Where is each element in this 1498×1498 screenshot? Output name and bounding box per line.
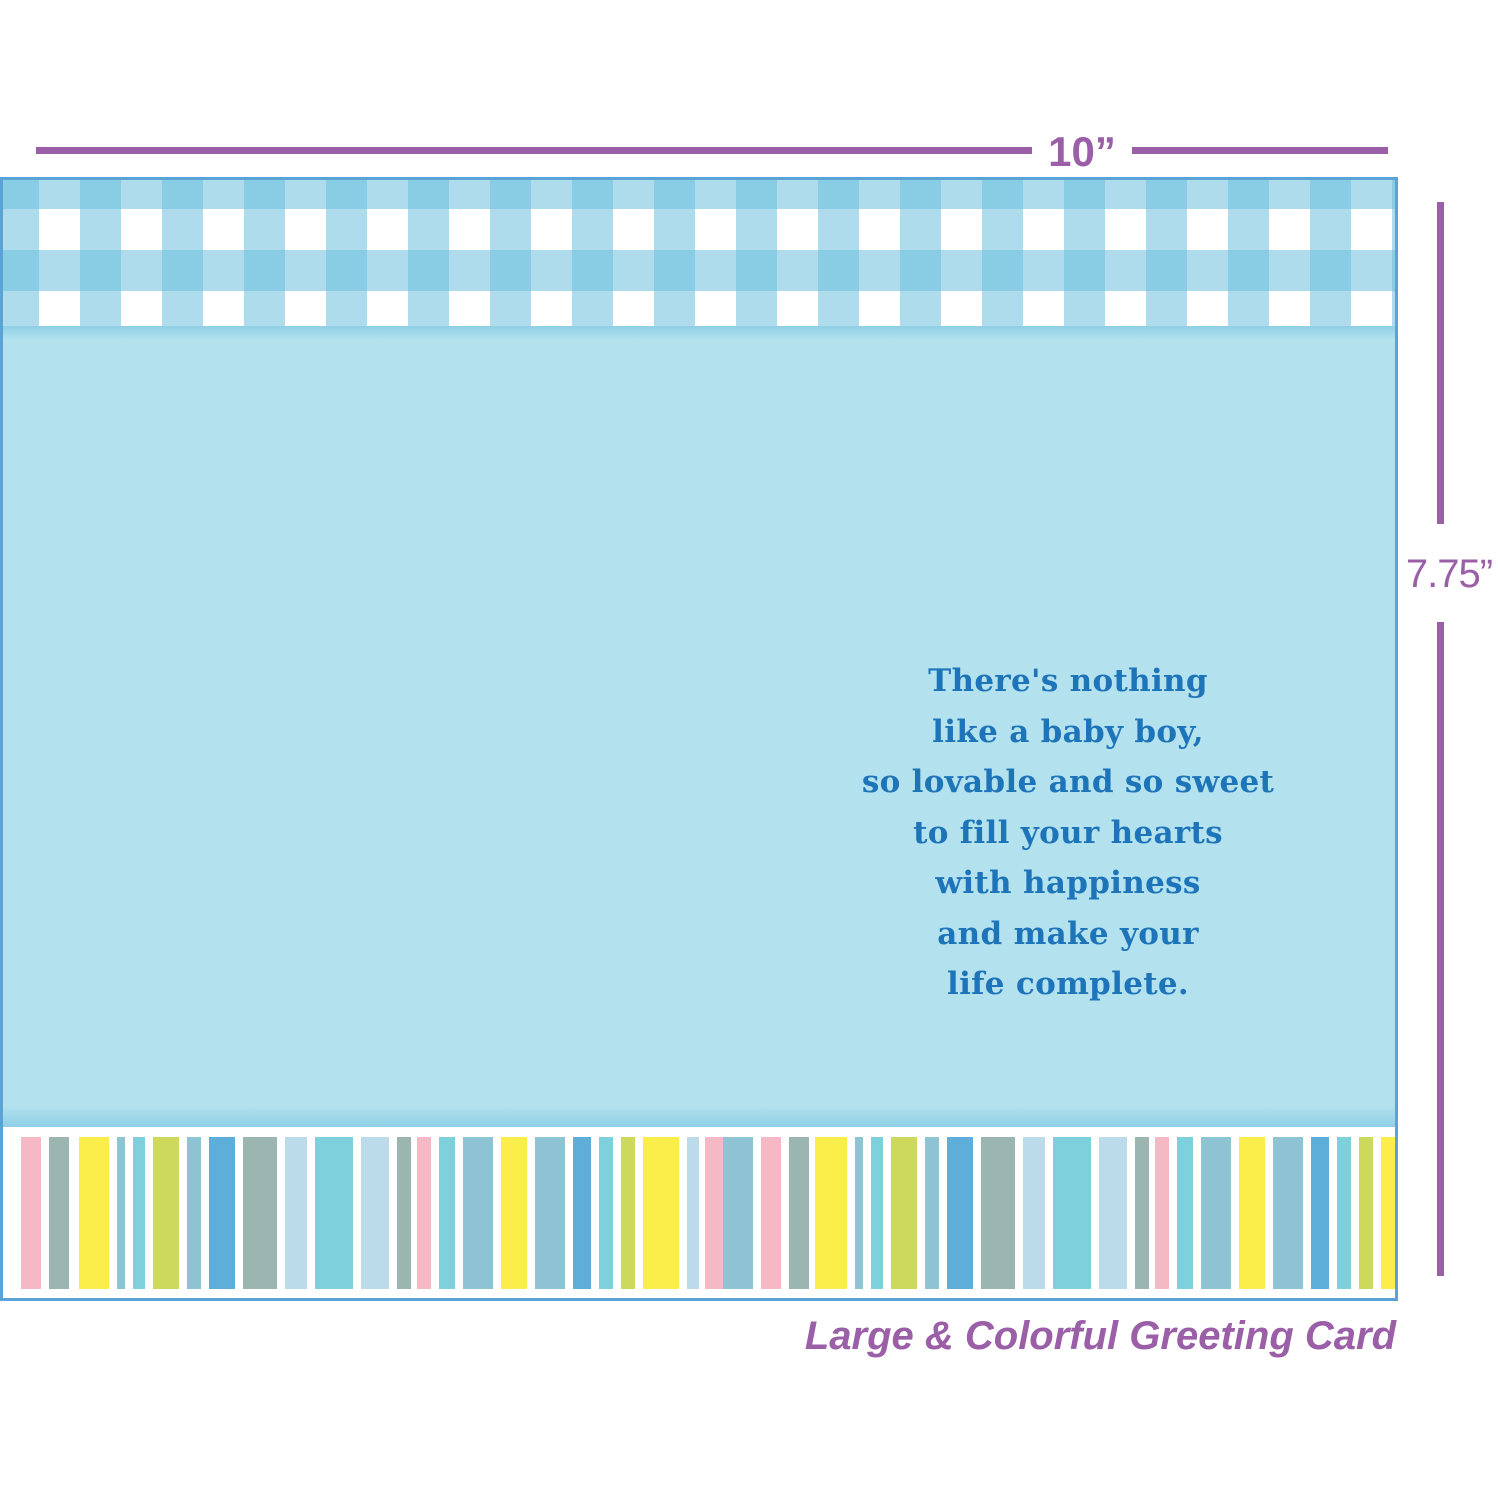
greeting-card-inside: There's nothing like a baby boy, so lova… [0, 177, 1398, 1301]
pastel-stripes [3, 1137, 1395, 1289]
card-body: There's nothing like a baby boy, so lova… [3, 326, 1395, 1126]
width-dimension-label: 10” [1048, 128, 1116, 175]
verse-line: and make your [937, 915, 1199, 952]
width-dimension-line-right [1132, 147, 1388, 154]
height-dimension-label: 7.75” [1405, 552, 1493, 596]
product-caption: Large & Colorful Greeting Card [804, 1314, 1396, 1358]
card-verse: There's nothing like a baby boy, so lova… [803, 656, 1333, 1010]
width-dimension-line-left [36, 147, 1032, 154]
stripe-border-shadow [3, 1105, 1395, 1127]
verse-line: There's nothing [928, 663, 1208, 699]
height-dimension-line-bottom [1437, 622, 1444, 1276]
verse-line: to fill your hearts [913, 814, 1223, 851]
verse-line: with happiness [935, 865, 1201, 901]
height-dimension-line-top [1437, 202, 1444, 524]
verse-line: like a baby boy, [932, 713, 1204, 750]
gingham-border-top [3, 180, 1395, 326]
stripe-border-bottom [3, 1127, 1395, 1298]
verse-line: life complete. [947, 966, 1189, 1002]
verse-line: so lovable and so sweet [861, 764, 1275, 800]
gingham-border-shadow [3, 326, 1395, 340]
